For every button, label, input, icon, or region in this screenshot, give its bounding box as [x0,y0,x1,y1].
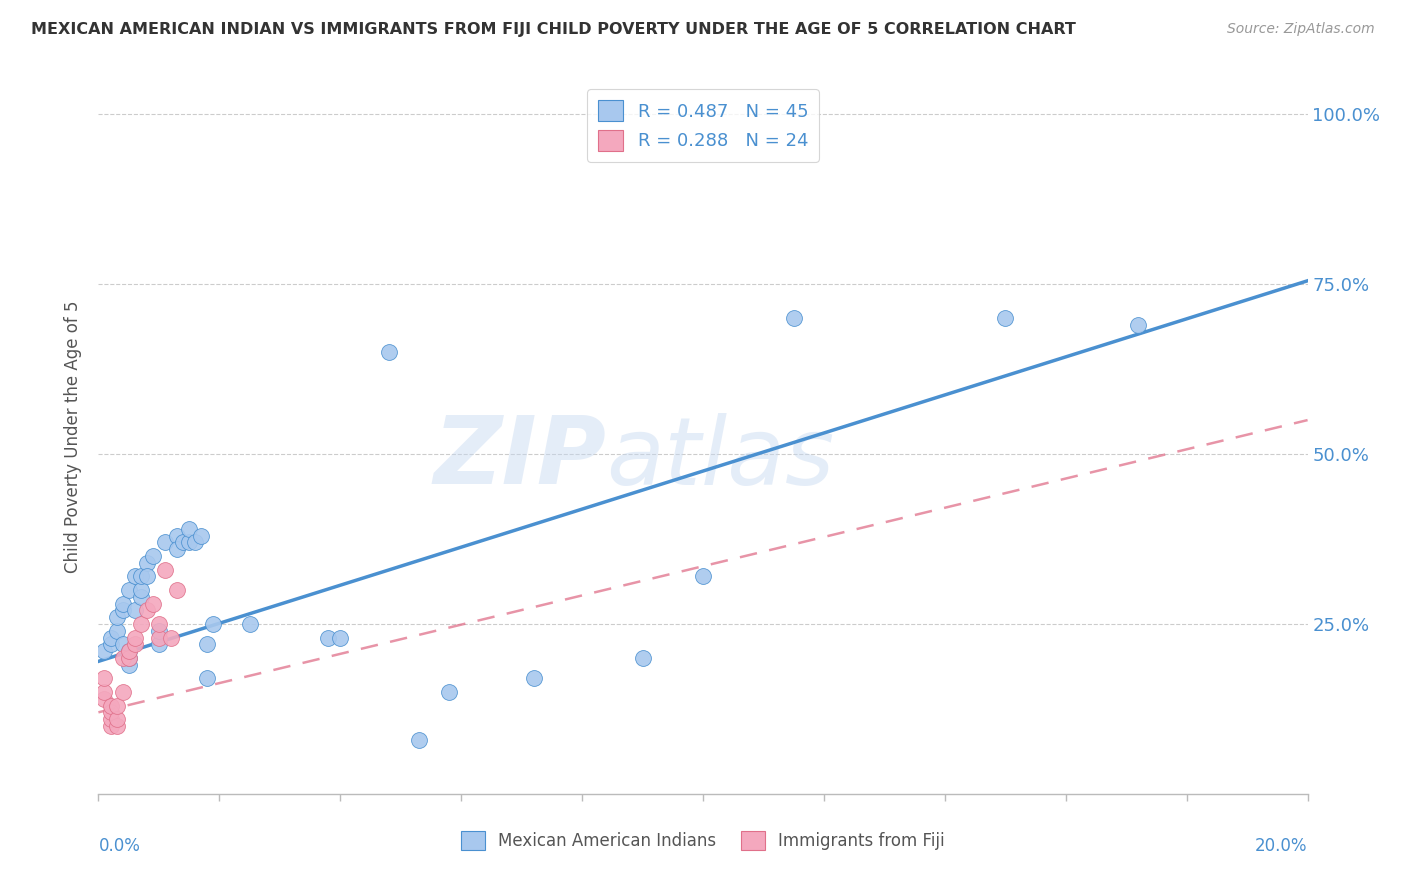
Point [316,631,339,645]
Point [437,685,460,699]
Point [100,698,122,713]
Point [148,637,170,651]
Point [100,706,122,720]
Point [118,657,141,672]
Point [100,637,122,651]
Point [111,597,134,611]
Point [994,311,1017,326]
Point [408,732,430,747]
Text: ZIP: ZIP [433,412,606,505]
Point [129,582,152,597]
Text: Source: ZipAtlas.com: Source: ZipAtlas.com [1227,22,1375,37]
Point [195,671,218,685]
Point [160,631,183,645]
Point [124,631,146,645]
Point [118,582,141,597]
Point [631,651,654,665]
Point [166,582,188,597]
Point [124,603,146,617]
Point [783,311,806,326]
Point [105,624,128,638]
Text: MEXICAN AMERICAN INDIAN VS IMMIGRANTS FROM FIJI CHILD POVERTY UNDER THE AGE OF 5: MEXICAN AMERICAN INDIAN VS IMMIGRANTS FR… [31,22,1076,37]
Point [135,569,157,583]
Point [179,522,201,536]
Point [377,345,399,359]
Point [148,631,170,645]
Point [142,549,165,563]
Point [129,617,152,632]
Point [105,712,128,726]
Text: atlas: atlas [606,413,835,504]
Text: 0.0%: 0.0% [98,837,141,855]
Point [195,637,218,651]
Point [135,556,157,570]
Point [111,651,134,665]
Point [179,535,201,549]
Point [118,651,141,665]
Point [100,712,122,726]
Point [111,637,134,651]
Point [118,644,141,658]
Point [523,671,546,685]
Point [166,542,188,557]
Point [124,569,146,583]
Point [172,535,194,549]
Point [105,698,128,713]
Point [111,603,134,617]
Point [692,569,714,583]
Point [129,590,152,604]
Point [93,671,115,685]
Legend: Mexican American Indians, Immigrants from Fiji: Mexican American Indians, Immigrants fro… [454,824,952,857]
Point [153,535,176,549]
Point [166,528,188,542]
Y-axis label: Child Poverty Under the Age of 5: Child Poverty Under the Age of 5 [65,301,83,574]
Point [190,528,212,542]
Point [124,637,146,651]
Point [142,597,165,611]
Point [118,651,141,665]
Point [202,617,225,632]
Point [329,631,352,645]
Point [148,617,170,632]
Point [111,685,134,699]
Point [93,644,115,658]
Point [1128,318,1150,332]
Text: 20.0%: 20.0% [1256,837,1308,855]
Point [105,610,128,624]
Point [135,603,157,617]
Point [105,719,128,733]
Point [129,569,152,583]
Point [118,644,141,658]
Point [100,631,122,645]
Point [100,719,122,733]
Point [148,624,170,638]
Point [184,535,207,549]
Point [153,563,176,577]
Point [93,685,115,699]
Point [239,617,262,632]
Point [93,691,115,706]
